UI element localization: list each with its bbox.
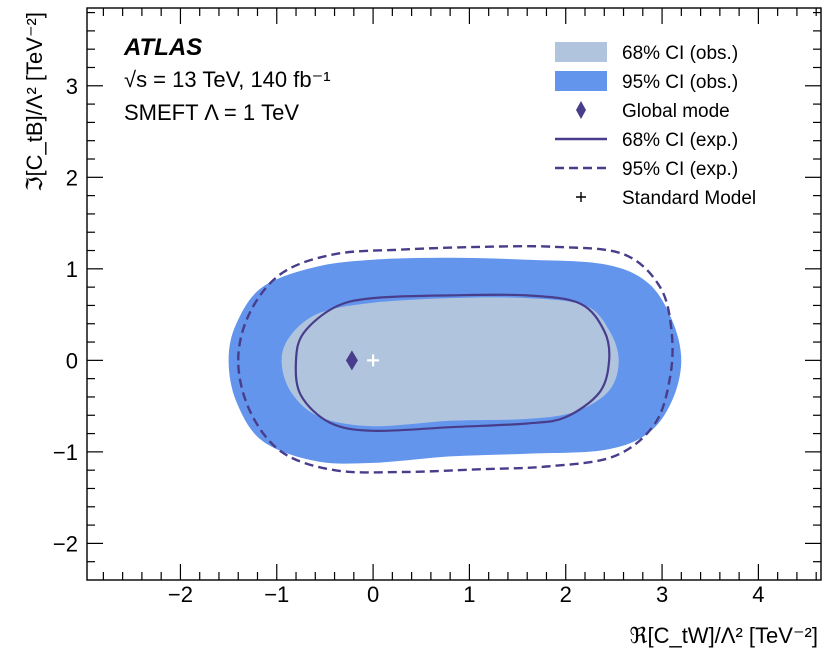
legend-symbol — [576, 101, 586, 119]
y-tick-label: 2 — [66, 165, 78, 190]
legend-symbol — [555, 71, 607, 91]
legend-label: 68% CI (exp.) — [622, 130, 738, 151]
y-tick-label: 1 — [66, 257, 78, 282]
contour-95-exp — [236, 245, 674, 474]
energy-lumi-label: √s = 13 TeV, 140 fb⁻¹ — [124, 67, 331, 92]
legend-entry: Standard Model — [576, 188, 756, 209]
contour-68-exp — [294, 293, 611, 433]
atlas-label: ATLAS — [123, 34, 202, 61]
contour-68-obs — [281, 297, 619, 427]
x-tick-label: −1 — [264, 582, 289, 607]
legend-entry: 95% CI (exp.) — [555, 159, 738, 180]
y-axis-title: ℑ[C_tB]/Λ² [TeV⁻²] — [22, 12, 47, 192]
plot-frame — [86, 7, 822, 581]
legend-entry: 68% CI (obs.) — [555, 42, 738, 64]
legend-label: 68% CI (obs.) — [622, 43, 738, 64]
legend-label: Standard Model — [622, 188, 756, 209]
y-tick-label: −2 — [53, 531, 78, 556]
x-tick-label: 0 — [367, 582, 379, 607]
legend: 68% CI (obs.) 95% CI (obs.) Global mode 68%… — [555, 42, 756, 209]
standard-model-marker — [367, 354, 380, 367]
x-tick-label: −2 — [168, 582, 193, 607]
legend-entry: Global mode — [576, 101, 730, 122]
legend-symbol — [576, 192, 586, 202]
global-mode-marker — [345, 350, 358, 371]
contour-layer — [228, 245, 682, 474]
axis-ticks: −2 −1 0 1 2 3 4 −2 −1 0 1 2 3 — [53, 8, 821, 607]
legend-label: 95% CI (obs.) — [622, 72, 738, 93]
legend-label: Global mode — [622, 101, 730, 122]
x-tick-label: 3 — [656, 582, 668, 607]
y-tick-label: 3 — [66, 74, 78, 99]
legend-entry: 68% CI (exp.) — [555, 130, 738, 151]
model-label: SMEFT Λ = 1 TeV — [124, 100, 299, 125]
x-tick-label: 4 — [752, 582, 764, 607]
legend-symbol — [555, 42, 607, 62]
y-tick-label: −1 — [53, 440, 78, 465]
x-tick-label: 2 — [560, 582, 572, 607]
legend-entry: 95% CI (obs.) — [555, 71, 738, 93]
y-tick-label: 0 — [66, 348, 78, 373]
x-axis-title: ℜ[C_tW]/Λ² [TeV⁻²] — [630, 623, 818, 648]
legend-label: 95% CI (exp.) — [622, 159, 738, 180]
x-tick-label: 1 — [463, 582, 475, 607]
